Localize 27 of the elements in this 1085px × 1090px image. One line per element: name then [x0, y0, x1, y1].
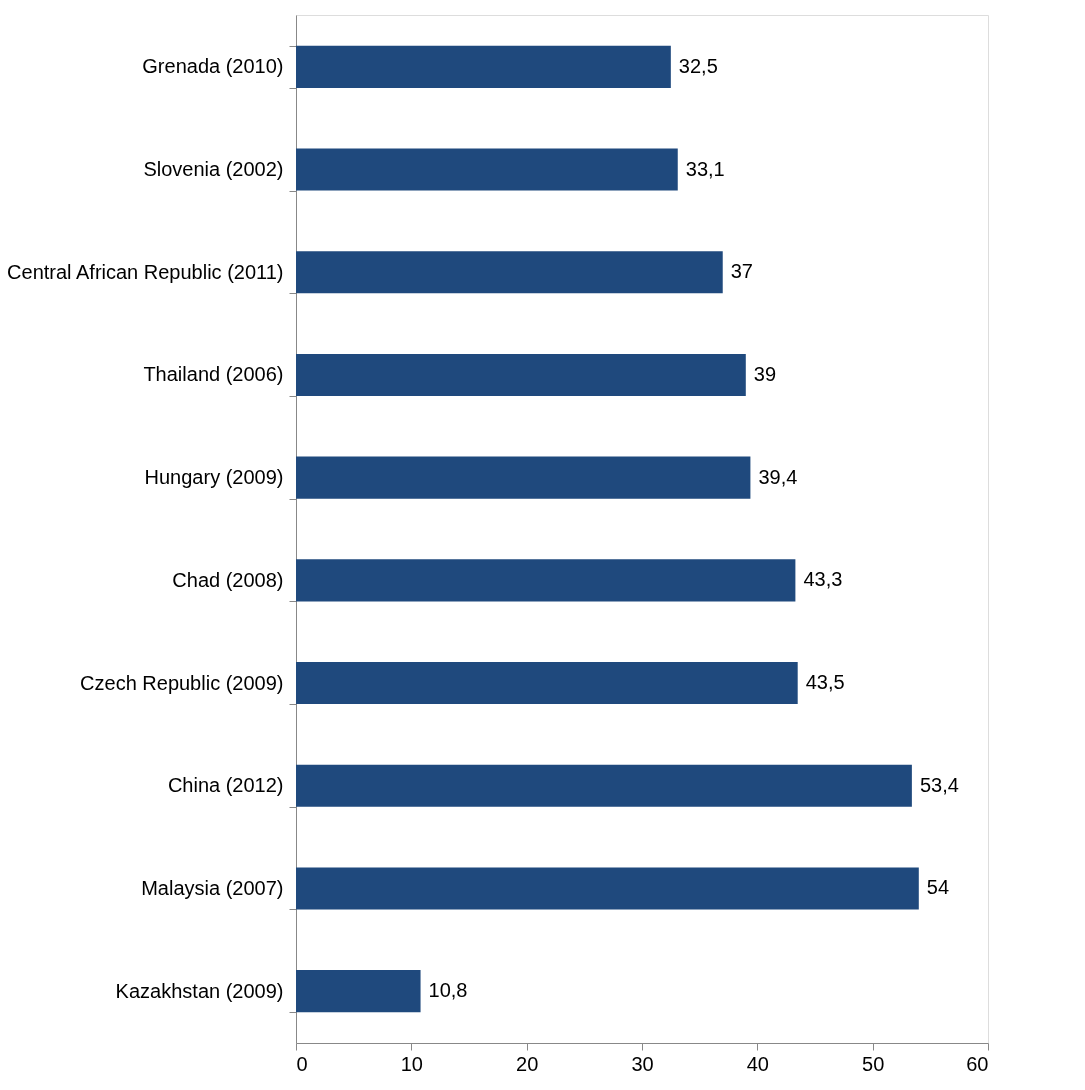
data-label: 53,4 [919, 773, 959, 796]
data-label: 39,4 [758, 465, 798, 488]
data-label: 37 [730, 260, 753, 283]
data-label: 33,1 [685, 157, 725, 180]
y-tick-label: Kazakhstan (2009) [115, 979, 284, 1002]
y-tick-label: Grenada (2010) [142, 55, 284, 78]
data-label: 54 [926, 876, 950, 899]
y-tick-label: Central African Republic (2011) [7, 260, 284, 283]
y-tick-label: Malaysia (2007) [141, 876, 284, 899]
data-label: 43,3 [803, 568, 843, 591]
x-tick-label: 10 [400, 1052, 423, 1075]
data-label: 32,5 [678, 54, 718, 77]
x-tick-label: 30 [631, 1052, 654, 1075]
x-tick-label: 40 [746, 1052, 769, 1075]
y-tick-label: China (2012) [167, 774, 284, 797]
x-tick-label: 20 [516, 1052, 539, 1075]
data-label: 43,5 [805, 671, 845, 694]
x-tick-label: 60 [966, 1052, 989, 1075]
y-tick-label: Hungary (2009) [144, 466, 284, 489]
y-tick-label: Czech Republic (2009) [80, 671, 284, 694]
data-label: 39 [753, 362, 777, 385]
y-tick-label: Chad (2008) [172, 568, 284, 591]
x-tick-label: 0 [296, 1052, 308, 1075]
data-label: 10,8 [428, 979, 468, 1002]
y-tick-label: Slovenia (2002) [143, 158, 284, 181]
y-tick-label: Thailand (2006) [143, 363, 284, 386]
x-tick-label: 50 [862, 1052, 885, 1075]
